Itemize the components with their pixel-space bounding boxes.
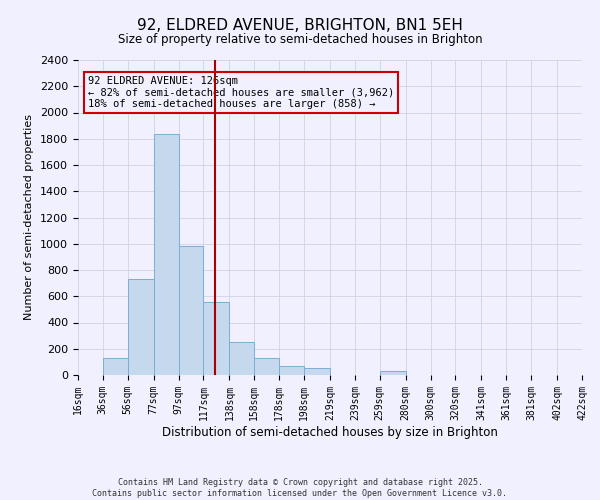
X-axis label: Distribution of semi-detached houses by size in Brighton: Distribution of semi-detached houses by … (162, 426, 498, 438)
Bar (179, 246, 203, 375)
Text: 92 ELDRED AVENUE: 126sqm
← 82% of semi-detached houses are smaller (3,962)
18% o: 92 ELDRED AVENUE: 126sqm ← 82% of semi-d… (88, 76, 394, 109)
Text: Size of property relative to semi-detached houses in Brighton: Size of property relative to semi-detach… (118, 32, 482, 46)
Y-axis label: Number of semi-detached properties: Number of semi-detached properties (25, 114, 34, 320)
Bar (279, 366, 304, 375)
Bar (304, 368, 330, 375)
Text: Contains HM Land Registry data © Crown copyright and database right 2025.
Contai: Contains HM Land Registry data © Crown c… (92, 478, 508, 498)
Bar (103, 358, 128, 375)
Bar (229, 342, 254, 375)
Text: 92, ELDRED AVENUE, BRIGHTON, BN1 5EH: 92, ELDRED AVENUE, BRIGHTON, BN1 5EH (137, 18, 463, 32)
Bar (380, 371, 406, 375)
Bar (203, 302, 229, 375)
Bar (154, 134, 179, 375)
Bar (254, 358, 279, 375)
Bar (128, 279, 154, 375)
